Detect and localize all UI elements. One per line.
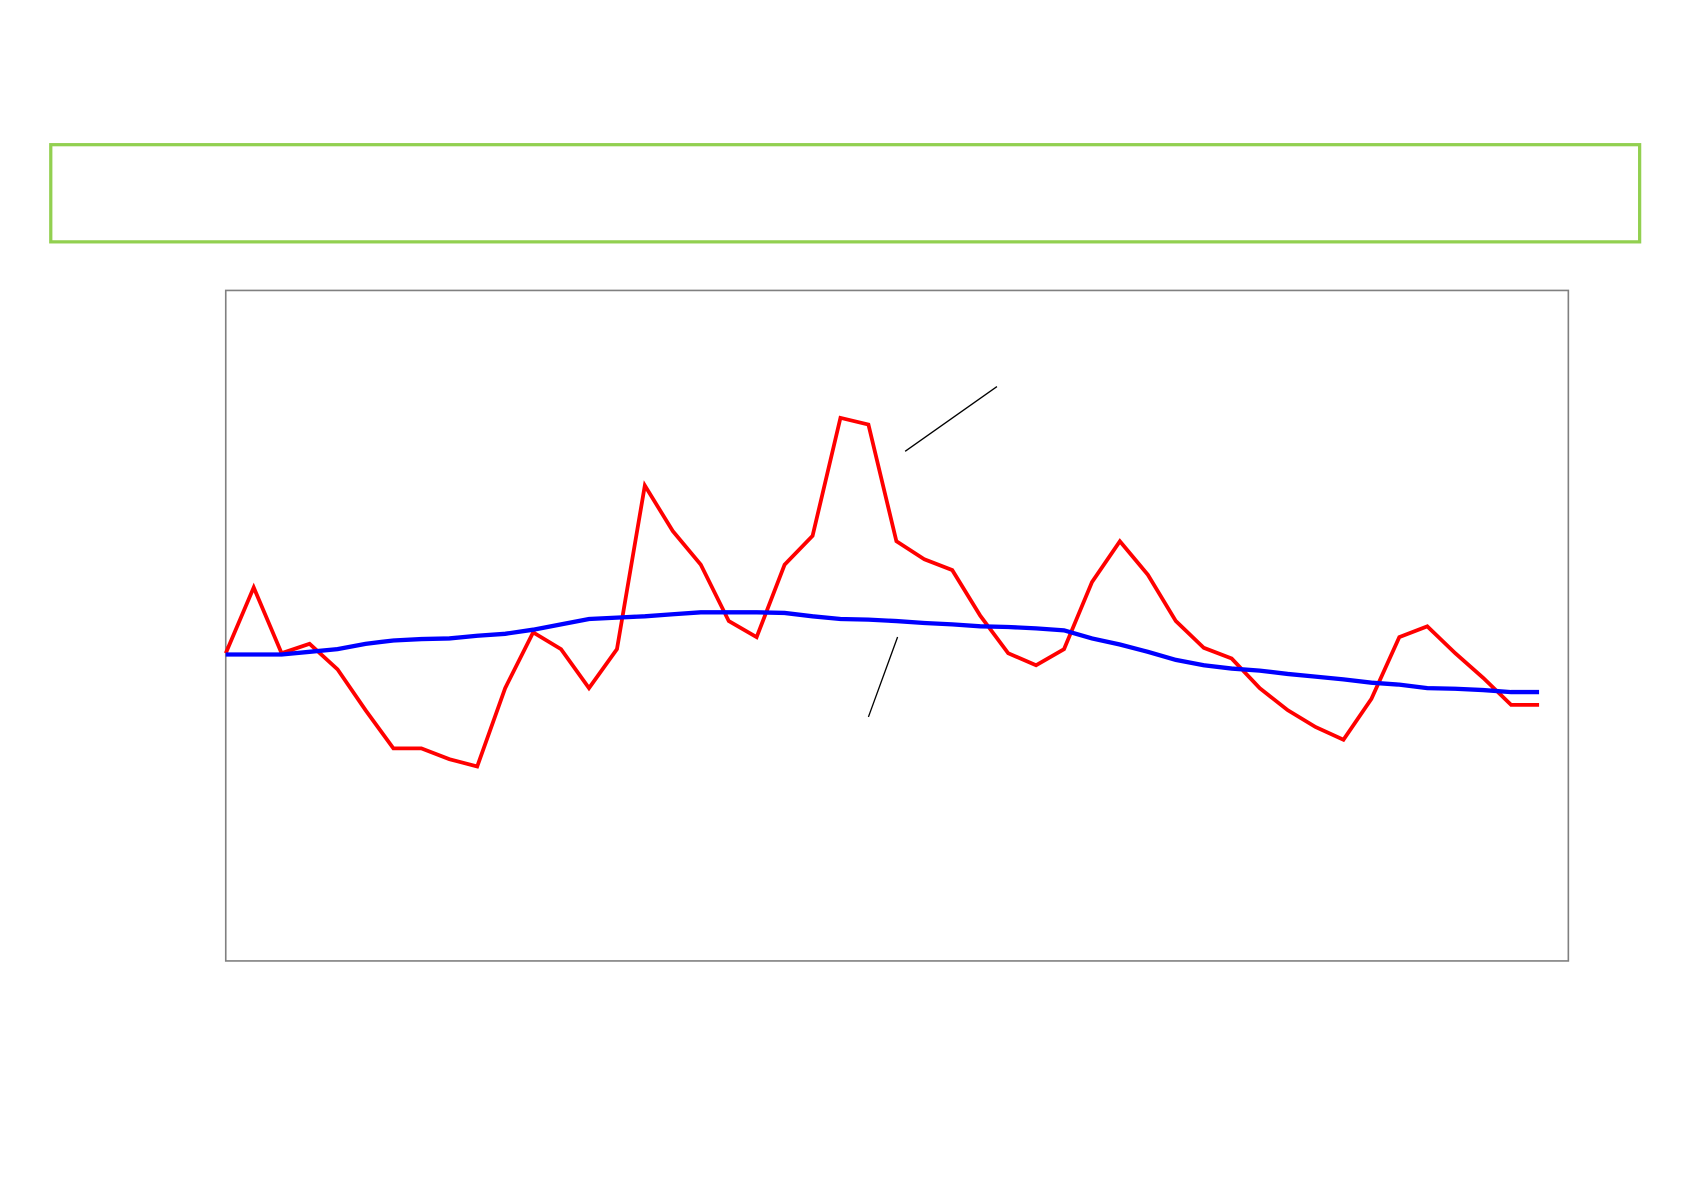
plot-area (224, 289, 1570, 962)
annotation-leader-line (904, 386, 998, 452)
title-box (49, 143, 1642, 244)
series-line-2 (225, 610, 1540, 695)
annotation-leader-line (867, 636, 899, 718)
series-layer (224, 415, 1540, 769)
series-line-1 (224, 415, 1540, 769)
